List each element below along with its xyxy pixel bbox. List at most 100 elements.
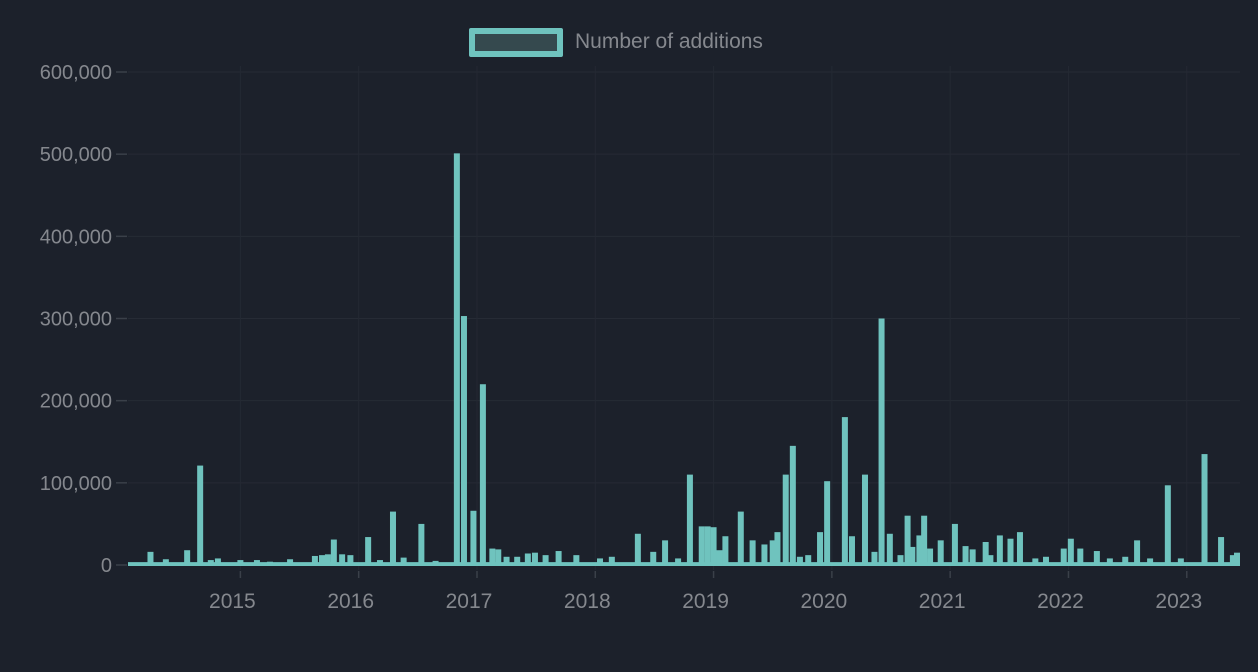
bar[interactable] xyxy=(774,532,781,566)
bar[interactable] xyxy=(214,558,221,566)
bar[interactable] xyxy=(871,551,878,566)
bar[interactable] xyxy=(1042,556,1049,566)
bar[interactable] xyxy=(400,557,407,566)
bar[interactable] xyxy=(987,555,994,566)
bar[interactable] xyxy=(1164,485,1171,566)
bar[interactable] xyxy=(597,558,604,566)
bar[interactable] xyxy=(675,558,682,566)
bar[interactable] xyxy=(489,548,496,566)
bar[interactable] xyxy=(1093,551,1100,566)
bar[interactable] xyxy=(841,417,848,566)
bar[interactable] xyxy=(147,551,154,566)
bar[interactable] xyxy=(162,559,169,566)
bar[interactable] xyxy=(782,474,789,566)
legend[interactable]: Number of additions xyxy=(469,27,763,57)
bar[interactable] xyxy=(1218,537,1225,566)
bar[interactable] xyxy=(861,474,868,566)
bar[interactable] xyxy=(503,556,510,566)
bar[interactable] xyxy=(319,555,326,566)
bar[interactable] xyxy=(453,153,460,566)
bar[interactable] xyxy=(848,536,855,566)
bar[interactable] xyxy=(253,560,260,566)
bar[interactable] xyxy=(824,481,831,566)
bar[interactable] xyxy=(542,555,549,566)
bar[interactable] xyxy=(1060,548,1067,566)
bar[interactable] xyxy=(722,536,729,566)
bar[interactable] xyxy=(608,556,615,566)
bar[interactable] xyxy=(886,533,893,566)
bar[interactable] xyxy=(1134,540,1141,566)
bar[interactable] xyxy=(996,535,1003,566)
bar[interactable] xyxy=(514,556,521,566)
bar[interactable] xyxy=(573,555,580,566)
y-tick-label: 200,000 xyxy=(40,391,112,413)
bar[interactable] xyxy=(962,546,969,566)
bar[interactable] xyxy=(982,541,989,566)
bar[interactable] xyxy=(339,554,346,566)
bar[interactable] xyxy=(951,523,958,566)
bar[interactable] xyxy=(916,535,923,566)
bar[interactable] xyxy=(1106,558,1113,566)
bar[interactable] xyxy=(418,523,425,566)
bar[interactable] xyxy=(921,515,928,566)
bar[interactable] xyxy=(1234,552,1240,566)
bar[interactable] xyxy=(805,555,812,566)
bar[interactable] xyxy=(909,546,916,566)
bar[interactable] xyxy=(897,555,904,566)
bar[interactable] xyxy=(789,445,796,566)
bar[interactable] xyxy=(324,554,331,566)
bar[interactable] xyxy=(761,544,768,566)
bar[interactable] xyxy=(1201,454,1208,566)
bar[interactable] xyxy=(796,556,803,566)
bar[interactable] xyxy=(662,540,669,566)
bar[interactable] xyxy=(1077,548,1084,566)
bar[interactable] xyxy=(710,527,717,566)
bar[interactable] xyxy=(347,555,354,566)
bar[interactable] xyxy=(716,550,723,566)
bar[interactable] xyxy=(1007,538,1014,566)
bar[interactable] xyxy=(650,551,657,566)
bar[interactable] xyxy=(470,510,477,566)
bar[interactable] xyxy=(1016,532,1023,566)
bar[interactable] xyxy=(1067,538,1074,566)
bar[interactable] xyxy=(555,551,562,566)
bar[interactable] xyxy=(969,549,976,566)
y-tick-label: 400,000 xyxy=(40,226,112,248)
bar[interactable] xyxy=(432,560,439,566)
bar[interactable] xyxy=(698,526,705,566)
bar[interactable] xyxy=(1147,558,1154,566)
bar[interactable] xyxy=(817,532,824,566)
bar[interactable] xyxy=(1032,558,1039,566)
bar[interactable] xyxy=(330,539,337,566)
bar[interactable] xyxy=(587,563,594,566)
bar[interactable] xyxy=(927,548,934,566)
bar[interactable] xyxy=(184,550,191,566)
bar[interactable] xyxy=(287,559,294,566)
bar[interactable] xyxy=(237,560,244,566)
bar[interactable] xyxy=(495,549,502,566)
bar[interactable] xyxy=(1122,556,1129,566)
bar[interactable] xyxy=(460,316,467,566)
bar[interactable] xyxy=(737,511,744,566)
bar[interactable] xyxy=(376,560,383,566)
bar[interactable] xyxy=(634,533,641,566)
bar[interactable] xyxy=(704,526,711,566)
bar[interactable] xyxy=(686,474,693,566)
bar[interactable] xyxy=(769,540,776,566)
bar[interactable] xyxy=(389,511,396,566)
bar[interactable] xyxy=(311,555,318,566)
bar[interactable] xyxy=(937,540,944,566)
bar[interactable] xyxy=(197,465,204,566)
bar[interactable] xyxy=(1177,558,1184,566)
bar[interactable] xyxy=(207,560,214,566)
bar[interactable] xyxy=(524,553,531,566)
bar[interactable] xyxy=(531,552,538,566)
bar[interactable] xyxy=(1229,555,1236,566)
bar[interactable] xyxy=(479,384,486,566)
bar[interactable] xyxy=(904,515,911,566)
bar[interactable] xyxy=(749,540,756,566)
bar[interactable] xyxy=(365,537,372,566)
bar[interactable] xyxy=(266,561,273,566)
bar[interactable] xyxy=(878,318,885,567)
